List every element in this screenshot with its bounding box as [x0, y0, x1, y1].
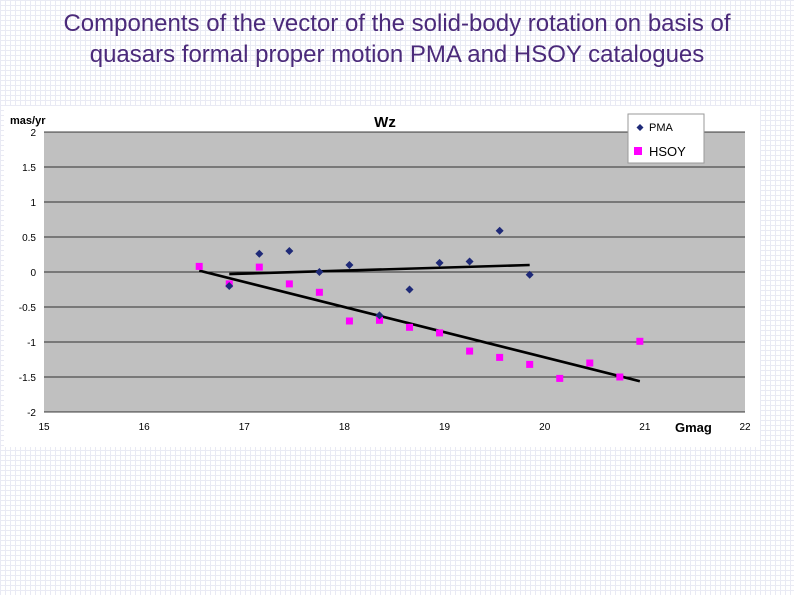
- x-tick-label: 21: [639, 422, 651, 433]
- y-tick-label: 0.5: [22, 233, 36, 244]
- x-tick-label: 20: [539, 422, 551, 433]
- hsoy-point: [345, 317, 353, 325]
- y-tick-label: 2: [30, 128, 36, 139]
- hsoy-point: [375, 316, 383, 324]
- pma-point: [435, 258, 444, 267]
- x-tick-label: 17: [239, 422, 251, 433]
- data-points: [195, 226, 644, 382]
- hsoy-point: [526, 360, 534, 368]
- pma-point: [345, 261, 354, 269]
- legend-hsoy-marker: [634, 147, 642, 155]
- pma-point: [465, 257, 474, 266]
- hsoy-point: [285, 280, 293, 288]
- y-axis-label: mas/yr: [10, 115, 46, 127]
- chart-frame: 2 1.5 1 0.5 0 -0.5 -1 -1.5 -2 15 16 17 18 19 20 21 22 W…: [4, 106, 760, 447]
- slide-title-line-2: quasars formal proper motion PMA and HSO…: [89, 41, 705, 68]
- hsoy-point: [406, 323, 414, 331]
- grid-lines: [44, 131, 745, 413]
- y-tick-label: -0.5: [19, 303, 37, 314]
- y-tick-label: -1: [27, 338, 36, 349]
- pma-point: [225, 282, 234, 290]
- x-tick-label: 15: [38, 422, 50, 433]
- y-tick-label: 1.5: [22, 163, 36, 174]
- hsoy-point: [195, 262, 203, 270]
- trend-lines: [198, 263, 641, 383]
- hsoy-point: [436, 329, 444, 337]
- slide-title-line-1: Components of the vector of the solid-bo…: [63, 10, 731, 37]
- hsoy-point: [616, 373, 624, 381]
- pma-trend-line: [229, 263, 530, 276]
- hsoy-point: [315, 288, 323, 296]
- y-tick-label: -2: [27, 408, 36, 419]
- pma-point: [405, 285, 414, 294]
- pma-point: [315, 268, 324, 276]
- legend-hsoy-label: HSOY: [649, 144, 686, 159]
- legend-pma-marker: [636, 124, 644, 131]
- legend-pma-label: PMA: [649, 122, 674, 134]
- x-tick-label: 19: [439, 422, 451, 433]
- hsoy-point: [496, 353, 504, 361]
- x-axis-label: Gmag: [675, 420, 712, 435]
- hsoy-point: [466, 347, 474, 355]
- chart-title: Wz: [374, 114, 396, 131]
- hsoy-point: [255, 263, 263, 271]
- pma-point: [285, 247, 294, 255]
- slide-title: Components of the vector of the solid-bo…: [0, 8, 794, 70]
- hsoy-point: [586, 359, 594, 367]
- x-tick-labels: 15 16 17 18 19 20 21 22: [38, 422, 751, 433]
- pma-point: [375, 311, 384, 320]
- x-tick-label: 18: [339, 422, 351, 433]
- hsoy-point: [556, 374, 564, 382]
- y-tick-label: 0: [30, 268, 36, 279]
- wz-scatter-chart: 2 1.5 1 0.5 0 -0.5 -1 -1.5 -2 15 16 17 18 19 20 21 22 W…: [10, 113, 751, 435]
- pma-point: [525, 270, 534, 279]
- chart-legend: PMA HSOY: [627, 113, 705, 164]
- hsoy-point: [636, 337, 644, 345]
- y-tick-label: 1: [30, 198, 36, 209]
- hsoy-trend-line: [198, 269, 641, 383]
- pma-point: [495, 226, 504, 235]
- x-tick-label: 22: [739, 422, 751, 433]
- y-tick-labels: 2 1.5 1 0.5 0 -0.5 -1 -1.5 -2: [19, 128, 37, 419]
- y-tick-label: -1.5: [19, 373, 37, 384]
- x-tick-label: 16: [139, 422, 151, 433]
